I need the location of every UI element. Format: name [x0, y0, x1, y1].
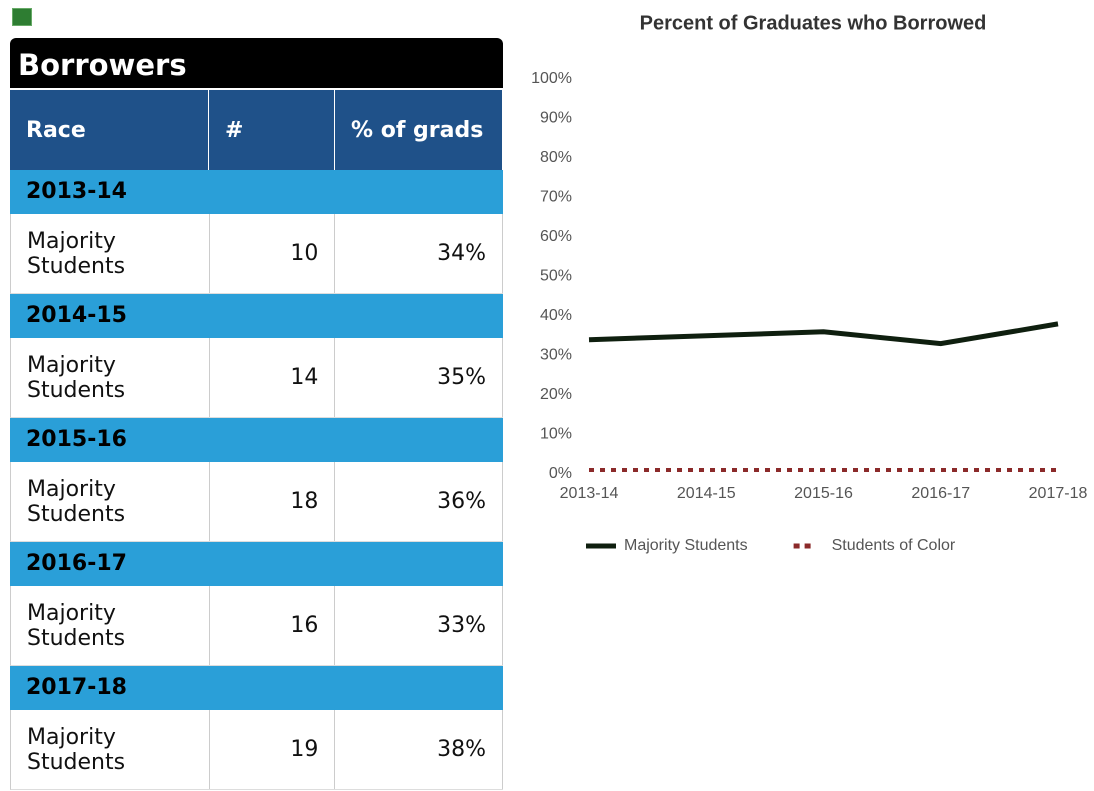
race-cell: Majority Students [11, 338, 210, 417]
pct-cell: 35% [335, 338, 503, 417]
year-row: 2015-16 [10, 418, 503, 462]
y-tick-label: 100% [531, 70, 572, 87]
x-tick-label: 2015-16 [794, 485, 853, 502]
y-tick-label: 10% [540, 426, 572, 443]
legend-label: Majority Students [624, 537, 748, 554]
year-row: 2017-18 [10, 666, 503, 710]
chart-title: Percent of Graduates who Borrowed [640, 12, 987, 34]
header-cell: Race [10, 90, 209, 170]
x-tick-label: 2016-17 [911, 485, 970, 502]
pct-cell: 38% [335, 710, 503, 789]
x-tick-label: 2014-15 [677, 485, 736, 502]
year-row: 2016-17 [10, 542, 503, 586]
pct-cell: 33% [335, 586, 503, 665]
legend-label: Students of Color [832, 537, 956, 554]
count-cell: 10 [210, 214, 336, 293]
y-tick-label: 0% [549, 465, 572, 482]
series-line [588, 321, 1059, 347]
data-row: Majority Students 14 35% [10, 338, 503, 418]
table-title: Borrowers [10, 38, 503, 88]
y-tick-label: 20% [540, 386, 572, 403]
count-cell: 19 [210, 710, 336, 789]
year-row: 2014-15 [10, 294, 503, 338]
race-cell: Majority Students [11, 710, 210, 789]
pct-cell: 36% [335, 462, 503, 541]
y-tick-label: 30% [540, 347, 572, 364]
y-tick-label: 40% [540, 307, 572, 324]
count-cell: 14 [210, 338, 336, 417]
y-tick-label: 90% [540, 110, 572, 127]
header-cell: # [209, 90, 335, 170]
header-cell: % of grads [335, 90, 503, 170]
y-tick-label: 80% [540, 149, 572, 166]
race-cell: Majority Students [11, 462, 210, 541]
y-tick-label: 60% [540, 228, 572, 245]
race-cell: Majority Students [11, 586, 210, 665]
x-tick-label: 2017-18 [1029, 485, 1088, 502]
year-row: 2013-14 [10, 170, 503, 214]
borrowers-table: Borrowers Race #% of grads 2013-14 Majority… [10, 38, 503, 790]
x-tick-label: 2013-14 [560, 485, 619, 502]
header-row: Race #% of grads [10, 90, 503, 170]
count-cell: 16 [210, 586, 336, 665]
pct-cell: 34% [335, 214, 503, 293]
data-row: Majority Students 10 34% [10, 214, 503, 294]
data-row: Majority Students 19 38% [10, 710, 503, 790]
count-cell: 18 [210, 462, 336, 541]
race-cell: Majority Students [11, 214, 210, 293]
data-row: Majority Students 16 33% [10, 586, 503, 666]
excel-icon[interactable] [12, 8, 32, 26]
data-row: Majority Students 18 36% [10, 462, 503, 542]
y-tick-label: 50% [540, 268, 572, 285]
y-tick-label: 70% [540, 189, 572, 206]
